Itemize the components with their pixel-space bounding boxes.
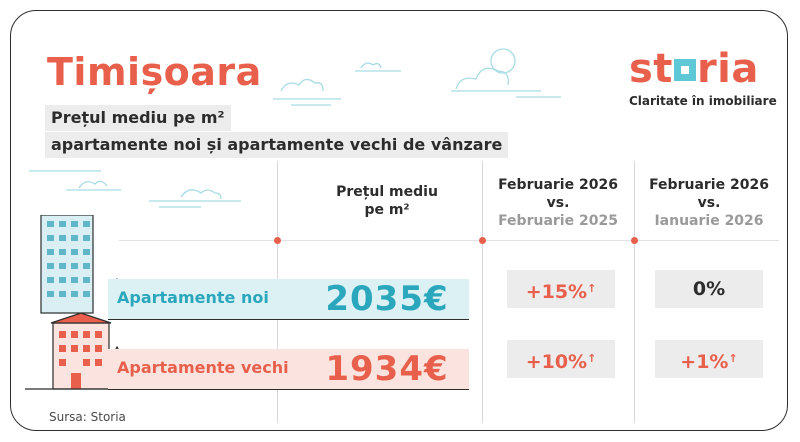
infographic-card: Timișoara Prețul mediu pe m² apartamente… xyxy=(10,10,788,431)
row-label-old: Apartamente vechi xyxy=(117,358,289,377)
column-header-mom-line2: vs. xyxy=(697,195,721,211)
mom-change-new: 0% xyxy=(655,270,763,308)
logo-text-start: st xyxy=(629,46,673,92)
column-header-yoy-line2: vs. xyxy=(546,195,570,211)
column-header-yoy-line1: Februarie 2026 xyxy=(498,177,618,193)
logo-text-end: ria xyxy=(696,46,759,92)
yoy-change-new: +15%↑ xyxy=(507,270,615,308)
column-header-mom-line3: Ianuarie 2026 xyxy=(654,213,764,229)
city-title: Timișoara xyxy=(47,50,262,94)
row-label-new: Apartamente noi xyxy=(117,288,269,307)
row-band-new xyxy=(108,279,469,319)
column-header-mom-line1: Februarie 2026 xyxy=(649,177,769,193)
column-divider xyxy=(482,161,483,423)
buildings-illustration xyxy=(25,215,135,390)
source-note: Sursa: Storia xyxy=(49,410,126,424)
column-divider xyxy=(634,161,635,423)
price-new: 2035€ xyxy=(325,279,449,319)
storia-logo: st ria xyxy=(629,49,759,89)
column-header-mom: Februarie 2026 vs. Ianuarie 2026 xyxy=(639,176,779,230)
divider-dot xyxy=(479,237,486,244)
yoy-change-old: +10%↑ xyxy=(507,340,615,378)
divider-dot xyxy=(631,237,638,244)
price-old: 1934€ xyxy=(325,349,449,389)
subtitle-line-1: Prețul mediu pe m² xyxy=(45,105,231,131)
arrow-up-icon: ↑ xyxy=(728,352,738,365)
subtitle-line-2: apartamente noi și apartamente vechi de … xyxy=(45,132,509,158)
column-header-price: Prețul mediu pe m² xyxy=(307,183,467,219)
header-divider xyxy=(119,240,779,241)
decor-clouds xyxy=(29,48,561,208)
mom-change-old: +1%↑ xyxy=(655,340,763,378)
mom-change-old-value: +1% xyxy=(680,351,729,373)
column-header-yoy-line3: Februarie 2025 xyxy=(498,213,618,229)
row-underline xyxy=(108,389,469,390)
column-header-yoy: Februarie 2026 vs. Februarie 2025 xyxy=(487,176,629,230)
row-underline xyxy=(108,319,469,320)
yoy-change-old-value: +10% xyxy=(525,351,588,373)
logo-square-icon xyxy=(673,59,696,81)
column-header-price-line2: pe m² xyxy=(364,202,410,218)
divider-dot xyxy=(274,237,281,244)
mom-change-new-value: 0% xyxy=(692,278,726,300)
brand-tagline: Claritate în imobiliare xyxy=(629,94,777,108)
row-band-old xyxy=(108,349,469,389)
yoy-change-new-value: +15% xyxy=(525,281,588,303)
arrow-up-icon: ↑ xyxy=(587,352,597,365)
arrow-up-icon: ↑ xyxy=(587,282,597,295)
column-header-price-line1: Prețul mediu xyxy=(336,184,438,200)
